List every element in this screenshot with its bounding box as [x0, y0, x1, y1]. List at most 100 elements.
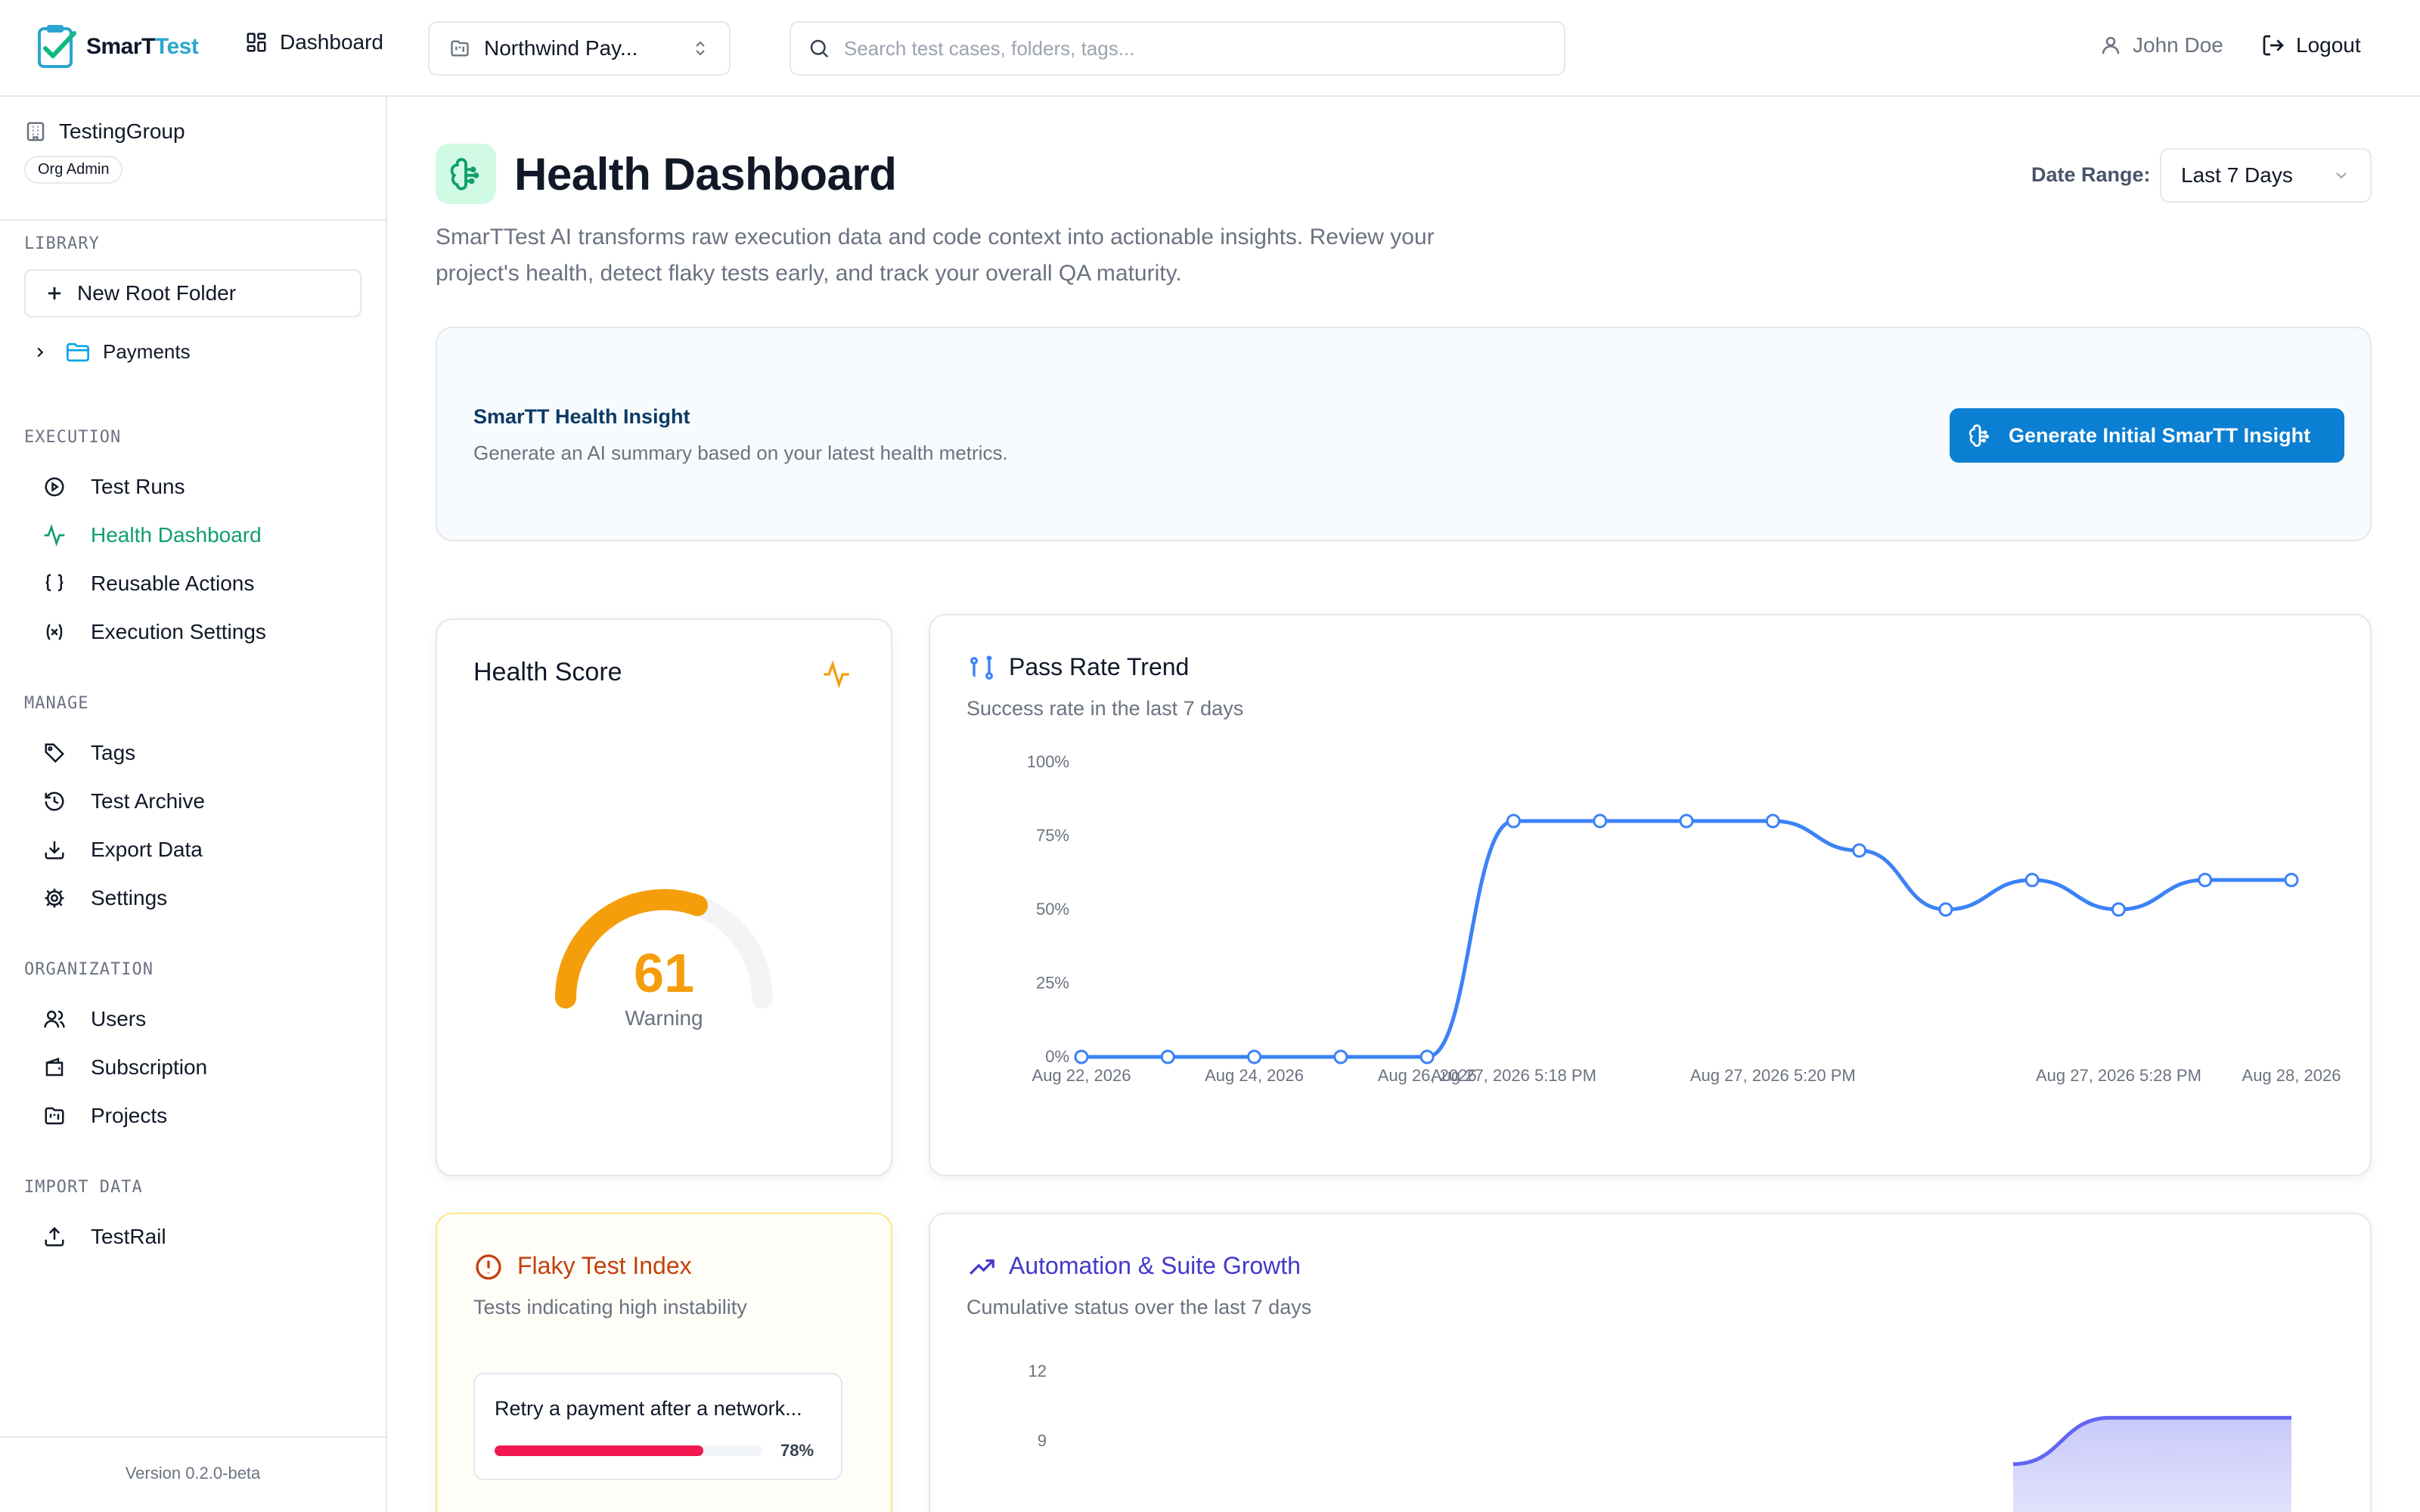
pass-rate-chart: 0% 25% 50% 75% 100% Aug 22, 2026 Aug 24, 2026 A…	[1027, 752, 2341, 1085]
sidebar-divider	[0, 219, 386, 221]
plus-icon	[48, 287, 61, 300]
sidebar-item-label: Reusable Actions	[91, 572, 255, 595]
sidebar-item-label: Export Data	[91, 838, 203, 861]
data-point[interactable]	[1593, 813, 1608, 829]
building-icon	[26, 122, 45, 141]
data-point[interactable]	[2111, 902, 2126, 917]
x-tick-label: Aug 27, 2026 5:20 PM	[1690, 1066, 1856, 1085]
new-root-folder-button[interactable]: New Root Folder	[24, 269, 361, 318]
sidebar: TestingGroup Org Admin LIBRARY New Root …	[0, 97, 387, 1512]
automation-growth-card: Automation & Suite Growth Cumulative sta…	[929, 1213, 2372, 1512]
play-circle-icon	[45, 477, 64, 497]
user-icon	[2102, 36, 2120, 54]
logo-icon	[38, 25, 76, 68]
folder-item-payments[interactable]: Payments	[32, 340, 191, 364]
x-tick-label: Aug 22, 2026	[1032, 1066, 1131, 1085]
pass-rate-title: Pass Rate Trend	[1009, 653, 1190, 680]
health-score-card: Health Score 61 Warning	[436, 618, 892, 1176]
sidebar-item-label: Test Archive	[91, 789, 205, 813]
flaky-test-item[interactable]: Retry a payment after a network... 78%	[473, 1373, 842, 1480]
data-point[interactable]	[2284, 872, 2299, 888]
search-icon	[810, 39, 829, 58]
data-point[interactable]	[2024, 872, 2040, 888]
insight-subtitle: Generate an AI summary based on your lat…	[473, 442, 1008, 464]
data-point[interactable]	[1938, 902, 1953, 917]
sidebar-item-label: TestRail	[91, 1225, 166, 1248]
history-icon	[45, 792, 64, 811]
y-tick-label: 75%	[1036, 826, 1069, 845]
smartt-insight-panel: SmarTT Health Insight Generate an AI sum…	[436, 327, 2372, 541]
braces-icon	[45, 574, 64, 591]
sidebar-item-label: Health Dashboard	[91, 523, 262, 547]
sidebar-item-health-dashboard[interactable]: Health Dashboard	[42, 520, 262, 550]
nav-dashboard-label: Dashboard	[280, 30, 383, 54]
chevron-right-icon	[37, 347, 44, 357]
activity-icon	[824, 660, 849, 689]
sidebar-divider	[0, 1436, 386, 1438]
sidebar-item-reusable-actions[interactable]: Reusable Actions	[42, 569, 254, 599]
search-box[interactable]	[790, 21, 1565, 76]
folder-kanban-icon	[45, 1107, 64, 1125]
sidebar-item-label: Tags	[91, 741, 136, 764]
pass-rate-line	[1081, 819, 2291, 1059]
flaky-progress-track	[495, 1445, 762, 1456]
data-point[interactable]	[1160, 1049, 1175, 1064]
sidebar-item-subscription[interactable]: Subscription	[42, 1052, 207, 1083]
section-label-organization: ORGANIZATION	[24, 960, 154, 979]
upload-icon	[45, 1226, 64, 1247]
growth-chart: 9 12	[1028, 1362, 2291, 1512]
tag-icon	[45, 743, 65, 764]
data-point[interactable]	[1419, 1049, 1435, 1064]
sidebar-item-label: Users	[91, 1007, 147, 1030]
y-tick-label: 50%	[1036, 900, 1069, 919]
sidebar-item-test-archive[interactable]: Test Archive	[42, 786, 205, 816]
app-logo[interactable]: SmarTTest	[35, 23, 199, 71]
pass-rate-subtitle: Success rate in the last 7 days	[966, 697, 1244, 720]
data-point[interactable]	[1506, 813, 1521, 829]
folder-icon	[67, 342, 89, 361]
flaky-progress-fill	[495, 1445, 704, 1456]
page-title: Health Dashboard	[514, 148, 897, 200]
sidebar-item-settings[interactable]: Settings	[42, 883, 167, 913]
gauge-fill	[555, 889, 708, 1009]
sidebar-item-tags[interactable]: Tags	[42, 738, 135, 768]
flaky-test-index-card: Flaky Test Index Tests indicating high i…	[436, 1213, 892, 1512]
data-point[interactable]	[1247, 1049, 1262, 1064]
section-label-library: LIBRARY	[24, 234, 100, 253]
sidebar-item-export-data[interactable]: Export Data	[42, 835, 203, 865]
data-point[interactable]	[2198, 872, 2213, 888]
x-tick-label: Aug 27, 2026 5:18 PM	[1431, 1066, 1596, 1085]
flaky-subtitle: Tests indicating high instability	[473, 1296, 747, 1318]
sidebar-item-execution-settings[interactable]: Execution Settings	[42, 617, 266, 647]
folder-label: Payments	[103, 340, 191, 363]
sidebar-item-test-runs[interactable]: Test Runs	[42, 472, 185, 502]
y-tick-label: 12	[1028, 1362, 1047, 1380]
logout-button[interactable]: Logout	[2261, 33, 2361, 57]
project-selector[interactable]: Northwind Pay...	[428, 21, 731, 76]
sidebar-item-testrail[interactable]: TestRail	[42, 1222, 166, 1252]
date-range-select[interactable]: Last 7 Days	[2160, 148, 2372, 203]
sidebar-item-label: Subscription	[91, 1055, 208, 1079]
user-menu[interactable]: John Doe	[2099, 33, 2223, 57]
search-input[interactable]	[844, 36, 1547, 60]
data-point[interactable]	[1765, 813, 1780, 829]
x-tick-label: Aug 27, 2026 5:28 PM	[2036, 1066, 2201, 1085]
flaky-title: Flaky Test Index	[517, 1252, 692, 1279]
data-point[interactable]	[1333, 1049, 1348, 1064]
x-tick-label: Aug 28, 2026	[2242, 1066, 2341, 1085]
brain-circuit-icon	[1969, 424, 1989, 447]
data-point[interactable]	[1852, 843, 1867, 858]
section-label-manage: MANAGE	[24, 694, 89, 713]
sidebar-item-users[interactable]: Users	[42, 1004, 146, 1034]
generate-insight-button[interactable]: Generate Initial SmarTT Insight	[1950, 408, 2344, 463]
nav-dashboard-link[interactable]: Dashboard	[245, 30, 383, 54]
data-point[interactable]	[1074, 1049, 1089, 1064]
insight-title: SmarTT Health Insight	[473, 405, 690, 428]
growth-line	[2012, 1415, 2291, 1467]
page-description: SmarTTest AI transforms raw execution da…	[436, 225, 1435, 286]
sidebar-item-label: Execution Settings	[91, 620, 266, 643]
sidebar-item-projects[interactable]: Projects	[42, 1101, 167, 1131]
alert-circle-icon	[476, 1254, 501, 1280]
data-point[interactable]	[1679, 813, 1694, 829]
section-label-execution: EXECUTION	[24, 428, 122, 447]
